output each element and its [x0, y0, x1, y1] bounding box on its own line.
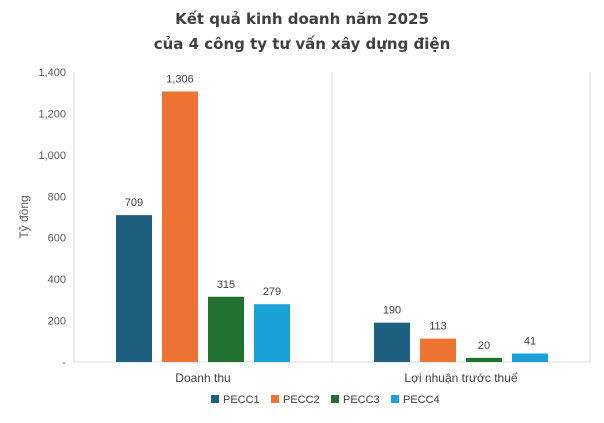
- bar-pecc1-1: [374, 322, 410, 362]
- y-tick-label: 800: [48, 191, 66, 203]
- legend-swatch-pecc1: [211, 395, 219, 403]
- x-tick-label: Lợi nhuận trước thuế: [404, 371, 517, 385]
- y-tick-label: 1,400: [38, 67, 66, 79]
- data-label: 41: [524, 336, 536, 348]
- y-tick-label: 600: [48, 233, 66, 245]
- bar-pecc1-0: [116, 215, 152, 362]
- legend-swatch-pecc2: [271, 395, 279, 403]
- bar-pecc3-0: [208, 296, 244, 362]
- chart-title: Kết quả kinh doanh năm 2025: [175, 10, 429, 28]
- chart-subtitle: của 4 công ty tư vấn xây dựng điện: [153, 35, 451, 53]
- data-label: 1,306: [166, 73, 194, 85]
- data-label: 190: [383, 305, 401, 317]
- data-label: 709: [125, 197, 143, 209]
- y-tick-label: 1,000: [38, 150, 66, 162]
- legend-label: PECC2: [283, 394, 320, 406]
- data-label: 113: [429, 321, 447, 333]
- y-axis-label: Tỷ đồng: [17, 195, 31, 238]
- y-tick-label: 400: [48, 274, 66, 286]
- bar-pecc4-1: [512, 353, 548, 362]
- y-tick-label: 200: [48, 316, 66, 328]
- bar-pecc4-0: [254, 304, 290, 362]
- data-label: 20: [478, 340, 490, 352]
- y-tick-label: 1,200: [38, 108, 66, 120]
- legend-swatch-pecc3: [331, 395, 339, 403]
- legend-label: PECC3: [343, 394, 380, 406]
- data-label: 315: [217, 279, 235, 291]
- legend-label: PECC4: [403, 394, 440, 406]
- x-tick-label: Doanh thu: [175, 371, 230, 385]
- bar-pecc2-0: [162, 91, 198, 362]
- y-tick-label: -: [62, 357, 66, 369]
- data-label: 279: [263, 286, 281, 298]
- bar-pecc3-1: [466, 357, 502, 362]
- bar-pecc2-1: [420, 338, 456, 362]
- legend-swatch-pecc4: [391, 395, 399, 403]
- legend-label: PECC1: [223, 394, 260, 406]
